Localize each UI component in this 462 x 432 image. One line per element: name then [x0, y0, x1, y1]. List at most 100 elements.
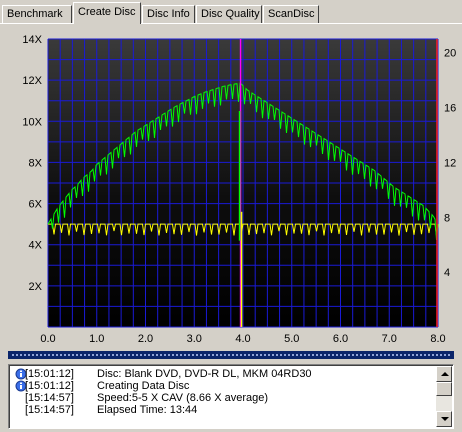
- y-left-tick-label: 8X: [29, 157, 43, 169]
- axes: 2X 4X 6X 8X 10X 12X 14X 4 8 12 16 20 0.0 1.0 2.0 3.0 4.0…: [22, 34, 456, 345]
- x-tick-label: 3.0: [187, 333, 202, 345]
- splitter-dot: [164, 354, 166, 356]
- splitter-dot: [340, 354, 342, 356]
- x-tick-label: 6.0: [333, 333, 348, 345]
- splitter-dot: [104, 354, 106, 356]
- tab-benchmark[interactable]: Benchmark: [2, 5, 72, 23]
- splitter-dot: [356, 354, 358, 356]
- splitter-bar[interactable]: [8, 351, 454, 359]
- splitter-dot: [168, 354, 170, 356]
- splitter-dot: [72, 354, 74, 356]
- splitter-dot: [372, 354, 374, 356]
- splitter-dot: [396, 354, 398, 356]
- scroll-up-button[interactable]: [436, 366, 452, 382]
- arrow-down-icon: [441, 417, 449, 421]
- y-right-tick-label: 20: [444, 48, 456, 60]
- y-right-tick-label: 12: [444, 157, 456, 169]
- splitter-dot: [264, 354, 266, 356]
- splitter-dot: [244, 354, 246, 356]
- tab-disc-quality[interactable]: Disc Quality: [196, 5, 262, 23]
- splitter-dot: [352, 354, 354, 356]
- splitter-dot: [160, 354, 162, 356]
- splitter-dot: [52, 354, 54, 356]
- log-time: [15:01:12]: [25, 368, 74, 380]
- splitter-dot: [108, 354, 110, 356]
- splitter-dot: [220, 354, 222, 356]
- splitter-dot: [32, 354, 34, 356]
- log-time: [15:14:57]: [25, 404, 74, 416]
- splitter-dot: [60, 354, 62, 356]
- log-message: Creating Data Disc: [97, 380, 190, 392]
- log-message: Elapsed Time: 13:44: [97, 404, 198, 416]
- splitter-dot: [316, 354, 318, 356]
- splitter-dot: [136, 354, 138, 356]
- splitter-dot: [196, 354, 198, 356]
- splitter-dot: [260, 354, 262, 356]
- x-tick-label: 7.0: [382, 333, 397, 345]
- splitter-dot: [400, 354, 402, 356]
- splitter-dot: [416, 354, 418, 356]
- info-icon: [15, 368, 27, 380]
- splitter-dot: [140, 354, 142, 356]
- splitter-dot: [332, 354, 334, 356]
- scroll-down-button[interactable]: [436, 411, 452, 427]
- series-group: [47, 39, 439, 327]
- splitter-dot: [404, 354, 406, 356]
- splitter-dot: [368, 354, 370, 356]
- splitter-dot: [216, 354, 218, 356]
- splitter-dot: [56, 354, 58, 356]
- splitter-dot: [236, 354, 238, 356]
- tab-scandisc[interactable]: ScanDisc: [263, 5, 319, 23]
- series-line-yellow: [48, 223, 439, 236]
- log-row: [15:01:12] Disc: Blank DVD, DVD-R DL, MK…: [11, 368, 437, 380]
- tab-create-disc[interactable]: Create Disc: [73, 2, 141, 24]
- splitter-dot: [92, 354, 94, 356]
- tab-disc-info[interactable]: Disc Info: [142, 5, 195, 23]
- info-icon: [15, 380, 27, 392]
- x-tick-label: 4.0: [235, 333, 250, 345]
- log-scrollbar[interactable]: [436, 366, 452, 427]
- splitter-dot: [420, 354, 422, 356]
- splitter-dot: [308, 354, 310, 356]
- splitter-dot: [312, 354, 314, 356]
- splitter-dot: [192, 354, 194, 356]
- y-left-tick-label: 6X: [29, 199, 43, 211]
- splitter-dot: [44, 354, 46, 356]
- x-tick-label: 8.0: [430, 333, 445, 345]
- splitter-dot: [64, 354, 66, 356]
- log-row: [15:14:57] Elapsed Time: 13:44: [11, 404, 437, 416]
- log-message: Disc: Blank DVD, DVD-R DL, MKM 04RD30: [97, 368, 312, 380]
- splitter-dot: [252, 354, 254, 356]
- scroll-thumb[interactable]: [436, 382, 452, 396]
- splitter-dot: [224, 354, 226, 356]
- splitter-dot: [40, 354, 42, 356]
- y-left-tick-label: 4X: [29, 240, 43, 252]
- log-message: Speed:5-5 X CAV (8.66 X average): [97, 392, 269, 404]
- splitter-dot: [144, 354, 146, 356]
- splitter-dot: [328, 354, 330, 356]
- log-time: [15:14:57]: [25, 392, 74, 404]
- splitter-dot: [120, 354, 122, 356]
- splitter-dot: [380, 354, 382, 356]
- splitter-dot: [240, 354, 242, 356]
- splitter-dot: [88, 354, 90, 356]
- splitter-dot: [76, 354, 78, 356]
- splitter-dot: [96, 354, 98, 356]
- splitter-dot: [24, 354, 26, 356]
- splitter-dot: [20, 354, 22, 356]
- splitter-dot: [384, 354, 386, 356]
- splitter-dot: [228, 354, 230, 356]
- splitter-dot: [232, 354, 234, 356]
- splitter-dot: [212, 354, 214, 356]
- arrow-up-icon: [441, 372, 449, 376]
- splitter-dot: [204, 354, 206, 356]
- y-left-tick-label: 10X: [22, 116, 42, 128]
- splitter-dot: [336, 354, 338, 356]
- speed-chart: 2X 4X 6X 8X 10X 12X 14X 4 8 12 16 20 0.0 1.0 2.0 3.0 4.0…: [0, 24, 462, 350]
- splitter-dot: [28, 354, 30, 356]
- splitter-dot: [36, 354, 38, 356]
- splitter-dot: [424, 354, 426, 356]
- log-row: [15:01:12] Creating Data Disc: [11, 380, 437, 392]
- splitter-dot: [348, 354, 350, 356]
- splitter-dot: [248, 354, 250, 356]
